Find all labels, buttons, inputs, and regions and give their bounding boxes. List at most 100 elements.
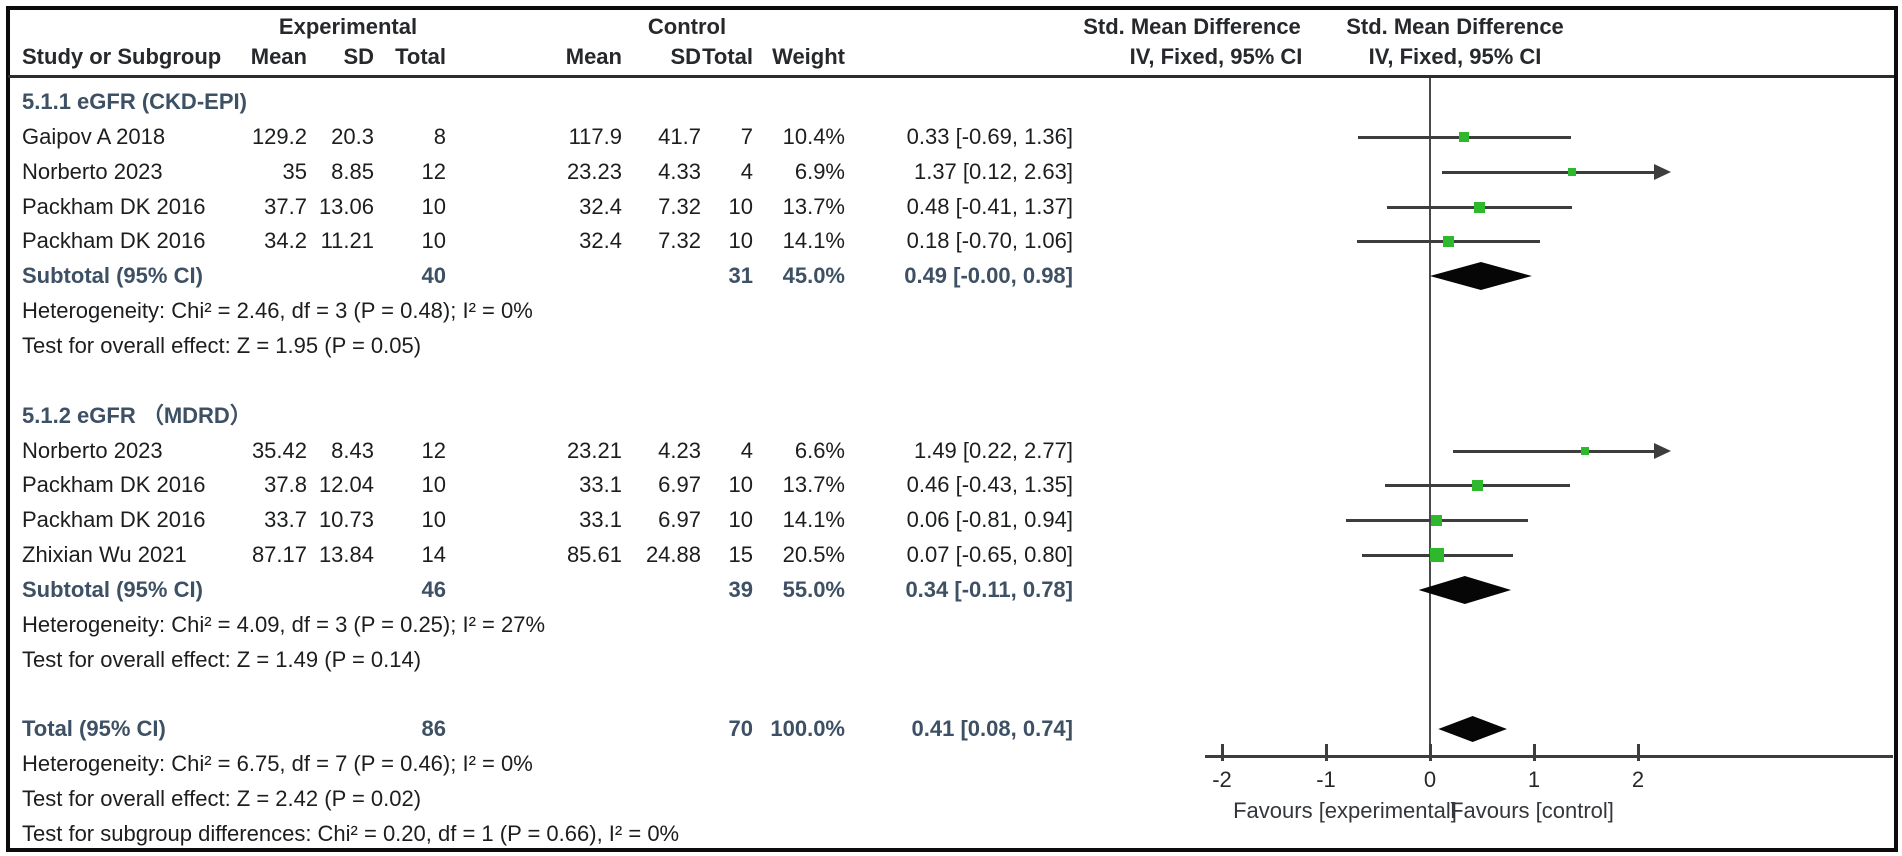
- column-header-ci-graph: IV, Fixed, 95% CI: [1368, 44, 1542, 69]
- exp-total-sum: 86: [421, 716, 446, 741]
- ctl-total: 4: [740, 159, 753, 184]
- effect-marker: [1443, 235, 1455, 247]
- ctl-total-sum: 31: [728, 263, 753, 288]
- ctl-sd: 6.97: [658, 472, 701, 497]
- exp-mean: 87.17: [251, 542, 307, 567]
- subgroup-difference-text: Test for subgroup differences: Chi² = 0.…: [22, 821, 680, 846]
- weight: 14.1%: [782, 228, 845, 253]
- total-label: Total (95% CI): [22, 716, 166, 741]
- subtotal-label: Subtotal (95% CI): [22, 263, 203, 288]
- ci-text-sum: 0.41 [0.08, 0.74]: [911, 716, 1073, 741]
- exp-sd: 8.85: [331, 159, 374, 184]
- exp-mean: 129.2: [251, 124, 307, 149]
- overall-effect-text: Test for overall effect: Z = 1.95 (P = 0…: [22, 333, 422, 358]
- ctl-mean: 33.1: [579, 507, 622, 532]
- column-group-experimental: Experimental: [278, 14, 418, 39]
- study-name: Packham DK 2016: [22, 194, 206, 219]
- ctl-sd: 4.33: [658, 159, 701, 184]
- axis-tick: [1429, 744, 1432, 761]
- study-name: Packham DK 2016: [22, 472, 206, 497]
- ctl-total: 15: [728, 542, 753, 567]
- axis-tick: [1533, 744, 1536, 761]
- weight: 13.7%: [782, 194, 845, 219]
- axis-tick-label: 2: [1631, 767, 1645, 792]
- axis-label-favours-control: Favours [control]: [1450, 798, 1614, 823]
- ci-arrow-right: [1654, 164, 1671, 180]
- weight-sum: 45.0%: [782, 263, 845, 288]
- effect-marker: [1474, 201, 1486, 213]
- ctl-sd: 6.97: [658, 507, 701, 532]
- column-header-exp-sd: SD: [343, 44, 374, 69]
- weight: 6.9%: [794, 159, 845, 184]
- column-group-control: Control: [647, 14, 727, 39]
- subtotal-label: Subtotal (95% CI): [22, 577, 203, 602]
- ctl-sd: 24.88: [645, 542, 701, 567]
- exp-total: 12: [421, 159, 446, 184]
- ctl-total: 10: [728, 507, 753, 532]
- exp-sd: 10.73: [318, 507, 374, 532]
- column-header-ctl-sd: SD: [670, 44, 701, 69]
- ci-line: [1442, 171, 1654, 174]
- ctl-total: 10: [728, 194, 753, 219]
- ctl-mean: 32.4: [579, 194, 622, 219]
- exp-total-sum: 40: [421, 263, 446, 288]
- axis-tick: [1637, 744, 1640, 761]
- exp-total: 10: [421, 228, 446, 253]
- exp-mean: 37.8: [264, 472, 307, 497]
- effect-marker: [1472, 479, 1484, 491]
- ci-text: 1.37 [0.12, 2.63]: [913, 159, 1073, 184]
- ci-text: 0.48 [-0.41, 1.37]: [906, 194, 1073, 219]
- exp-total: 10: [421, 194, 446, 219]
- subgroup-title: 5.1.1 eGFR (CKD-EPI): [22, 89, 247, 114]
- exp-total: 10: [421, 507, 446, 532]
- ci-text: 0.07 [-0.65, 0.80]: [906, 542, 1073, 567]
- axis-tick: [1221, 744, 1224, 761]
- ctl-sd: 4.23: [658, 438, 701, 463]
- exp-total: 8: [433, 124, 446, 149]
- ctl-mean: 23.21: [566, 438, 622, 463]
- ctl-total-sum: 70: [728, 716, 753, 741]
- study-name: Norberto 2023: [22, 159, 163, 184]
- ctl-sd: 7.32: [658, 194, 701, 219]
- study-name: Gaipov A 2018: [22, 124, 166, 149]
- study-name: Packham DK 2016: [22, 507, 206, 532]
- ci-arrow-right: [1654, 443, 1671, 459]
- ctl-mean: 33.1: [579, 472, 622, 497]
- summary-diamond: [1438, 716, 1507, 742]
- exp-total-sum: 46: [421, 577, 446, 602]
- ci-text: 0.06 [-0.81, 0.94]: [906, 507, 1073, 532]
- effect-marker: [1459, 132, 1470, 142]
- heterogeneity-text: Heterogeneity: Chi² = 2.46, df = 3 (P = …: [22, 298, 533, 323]
- ci-text-sum: 0.34 [-0.11, 0.78]: [905, 577, 1073, 602]
- overall-effect-text: Test for overall effect: Z = 2.42 (P = 0…: [22, 786, 422, 811]
- column-group-smd-graph: Std. Mean Difference: [1346, 14, 1564, 39]
- axis-tick: [1325, 744, 1328, 761]
- effect-marker: [1430, 548, 1445, 562]
- axis-tick-label: 0: [1423, 767, 1437, 792]
- summary-diamond: [1429, 262, 1532, 290]
- ci-text-sum: 0.49 [-0.00, 0.98]: [904, 263, 1073, 288]
- column-header-weight: Weight: [772, 44, 845, 69]
- ctl-total-sum: 39: [728, 577, 753, 602]
- exp-total: 10: [421, 472, 446, 497]
- ctl-total: 10: [728, 472, 753, 497]
- ci-text: 0.33 [-0.69, 1.36]: [906, 124, 1073, 149]
- axis-label-favours-experimental: Favours [experimental]: [1233, 798, 1457, 823]
- ctl-total: 4: [740, 438, 753, 463]
- weight-sum: 100.0%: [770, 716, 845, 741]
- weight: 13.7%: [782, 472, 845, 497]
- weight-sum: 55.0%: [782, 577, 845, 602]
- column-group-smd-values: Std. Mean Difference: [1083, 14, 1301, 39]
- ctl-total: 10: [728, 228, 753, 253]
- exp-mean: 37.7: [264, 194, 307, 219]
- x-axis-line: [1205, 755, 1893, 758]
- exp-total: 14: [421, 542, 446, 567]
- ctl-mean: 117.9: [568, 124, 622, 149]
- heterogeneity-text: Heterogeneity: Chi² = 4.09, df = 3 (P = …: [22, 612, 546, 637]
- heterogeneity-text: Heterogeneity: Chi² = 6.75, df = 7 (P = …: [22, 751, 533, 776]
- ci-text: 0.18 [-0.70, 1.06]: [906, 228, 1073, 253]
- axis-tick-label: -1: [1316, 767, 1336, 792]
- ctl-mean: 23.23: [566, 159, 622, 184]
- ci-line: [1452, 450, 1654, 453]
- exp-mean: 35.42: [251, 438, 307, 463]
